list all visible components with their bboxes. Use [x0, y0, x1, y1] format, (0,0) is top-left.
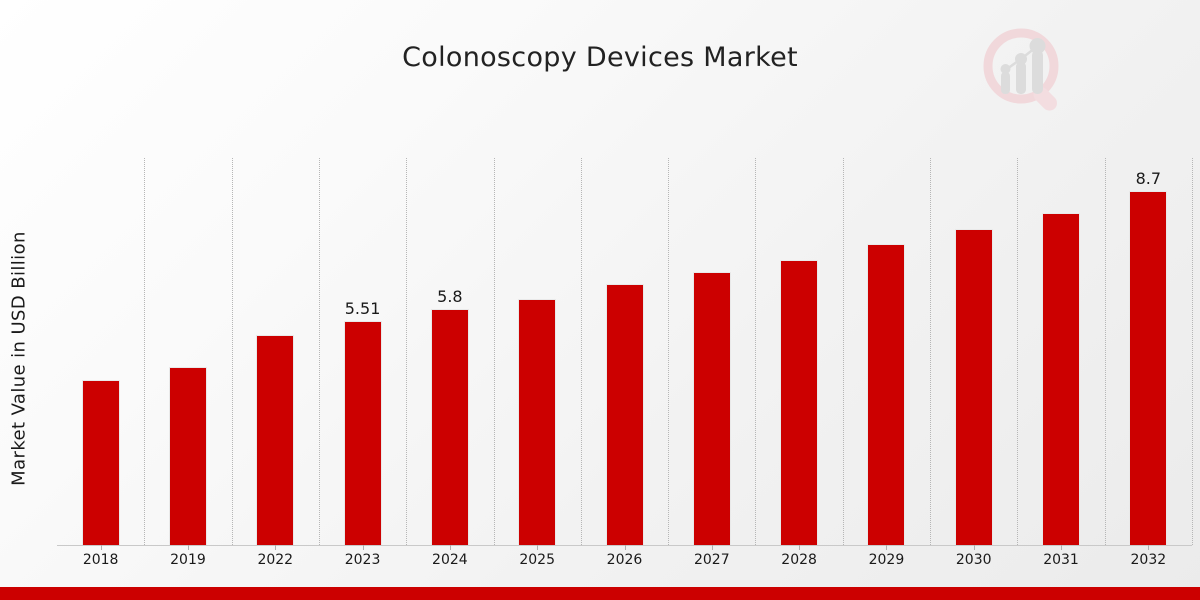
gridline: [930, 158, 932, 545]
y-axis-title: Market Value in USD Billion: [8, 231, 30, 486]
gridline: [1017, 158, 1019, 545]
bar-2030[interactable]: [954, 229, 993, 545]
gridline: [493, 158, 495, 545]
bar-value-label: 8.7: [1135, 168, 1162, 188]
gridline: [1104, 158, 1106, 545]
x-tick-mark: [275, 545, 277, 550]
x-tick-label-2022: 2022: [257, 552, 294, 568]
bar-rect[interactable]: [954, 229, 993, 545]
gridline: [144, 158, 146, 545]
gridline: [406, 158, 408, 545]
x-tick-mark: [799, 545, 801, 550]
x-tick-mark: [624, 545, 626, 550]
gridline: [755, 158, 757, 545]
growth-bars-icon: [1000, 38, 1046, 94]
bar-2032[interactable]: 8.7: [1129, 168, 1168, 545]
x-tick-mark: [1061, 545, 1063, 550]
bar-2025[interactable]: [518, 298, 557, 545]
bar-rect[interactable]: [867, 243, 906, 545]
gridline: [580, 158, 582, 545]
watermark-logo: [983, 28, 1059, 111]
bar-rect[interactable]: [1129, 190, 1168, 545]
x-tick-label-2024: 2024: [432, 552, 468, 568]
x-tick-label-2018: 2018: [82, 552, 119, 568]
gridline: [668, 158, 670, 545]
x-tick-label-2029: 2029: [868, 552, 905, 568]
x-tick-label-2026: 2026: [606, 552, 643, 568]
bar-2029[interactable]: [867, 243, 906, 545]
bar-rect[interactable]: [1042, 213, 1081, 545]
gridline: [842, 158, 844, 545]
bar-2026[interactable]: [605, 284, 644, 545]
x-tick-mark: [1148, 545, 1150, 550]
gridline: [231, 158, 233, 545]
x-tick-mark: [537, 545, 539, 550]
x-tick-label-2028: 2028: [781, 552, 817, 568]
plot-area: 5.51 5.8 8.7: [57, 158, 1193, 545]
bar-2027[interactable]: [692, 272, 731, 545]
x-tick-label-2019: 2019: [170, 552, 206, 568]
gridline: [1192, 158, 1193, 545]
bar-rect[interactable]: [430, 308, 469, 545]
x-tick-mark: [973, 545, 975, 550]
bar-2023[interactable]: 5.51: [343, 298, 382, 545]
x-tick-label-2025: 2025: [519, 552, 556, 568]
bar-rect[interactable]: [81, 380, 120, 545]
x-tick-mark: [711, 545, 713, 550]
bar-2024[interactable]: 5.8: [430, 286, 469, 545]
x-tick-mark: [100, 545, 102, 550]
gridline: [318, 158, 320, 545]
bar-rect[interactable]: [168, 366, 207, 545]
bar-rect[interactable]: [343, 320, 382, 545]
x-tick-mark: [362, 545, 364, 550]
bar-value-label: 5.51: [344, 298, 381, 318]
x-tick-mark: [187, 545, 189, 550]
bar-2022[interactable]: [256, 335, 295, 545]
bar-rect[interactable]: [692, 272, 731, 545]
x-tick-label-2031: 2031: [1043, 552, 1079, 568]
bar-value-label: 5.8: [437, 286, 463, 306]
bar-rect[interactable]: [605, 284, 644, 545]
bar-rect[interactable]: [256, 335, 295, 545]
bar-rect[interactable]: [780, 259, 819, 545]
x-tick-label-2023: 2023: [344, 552, 381, 568]
x-tick-label-2027: 2027: [693, 552, 730, 568]
bar-2028[interactable]: [780, 259, 819, 545]
footer-accent-bar: [0, 587, 1200, 600]
x-tick-mark: [449, 545, 451, 550]
bar-2031[interactable]: [1042, 213, 1081, 545]
x-tick-label-2030: 2030: [955, 552, 992, 568]
magnifier-ring-icon: [983, 28, 1059, 104]
x-tick-label-2032: 2032: [1130, 552, 1167, 568]
x-tick-mark: [886, 545, 888, 550]
bar-2018[interactable]: [81, 380, 120, 545]
bar-2019[interactable]: [168, 366, 207, 545]
chart-title: Colonoscopy Devices Market: [402, 42, 798, 73]
bar-rect[interactable]: [518, 298, 557, 545]
